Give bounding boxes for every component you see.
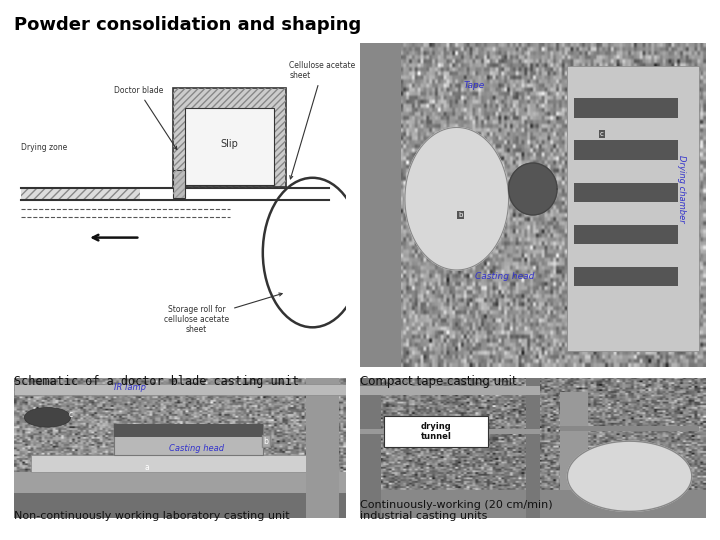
Text: Storage roll for
cellulose acetate
sheet: Storage roll for cellulose acetate sheet [164, 293, 282, 334]
Text: IR lamp: IR lamp [114, 383, 146, 393]
Text: Schematic of a doctor blade casting unit: Schematic of a doctor blade casting unit [14, 375, 300, 388]
Text: c: c [68, 410, 73, 419]
Text: Doctor blade: Doctor blade [114, 86, 177, 150]
Bar [14, 472, 346, 493]
Text: Slip: Slip [221, 139, 238, 149]
Bar [360, 43, 402, 367]
Bar [575, 225, 678, 244]
Bar [560, 426, 698, 431]
Circle shape [24, 408, 71, 427]
Text: Continuously-working (20 cm/min)
industrial casting units: Continuously-working (20 cm/min) industr… [360, 500, 553, 521]
Bar [360, 490, 706, 518]
Text: Casting head: Casting head [475, 272, 535, 281]
Bar [14, 383, 346, 395]
Bar [114, 424, 263, 455]
Bar [114, 424, 263, 437]
Bar [185, 108, 274, 185]
FancyBboxPatch shape [384, 416, 488, 447]
Polygon shape [405, 127, 508, 270]
Bar [174, 88, 286, 188]
Polygon shape [508, 163, 557, 215]
Text: Drying zone: Drying zone [21, 144, 67, 152]
Bar [526, 378, 540, 518]
Text: Tape: Tape [464, 81, 485, 90]
Text: c: c [600, 131, 604, 137]
Text: b: b [458, 212, 462, 218]
Bar [575, 183, 678, 202]
Bar [360, 387, 540, 395]
Text: b: b [264, 437, 269, 445]
Bar [567, 66, 698, 351]
Bar [31, 455, 329, 472]
Text: a: a [145, 463, 149, 472]
Text: Drying chamber: Drying chamber [677, 155, 686, 223]
Text: Powder consolidation and shaping: Powder consolidation and shaping [14, 16, 361, 34]
Text: drying
tunnel: drying tunnel [420, 422, 451, 441]
Bar [360, 429, 540, 434]
Text: Casting head: Casting head [169, 444, 224, 453]
Bar [575, 267, 678, 286]
Bar [360, 378, 381, 518]
Bar [174, 170, 185, 198]
Bar [306, 378, 339, 518]
Polygon shape [567, 441, 692, 511]
Bar [560, 392, 588, 490]
Text: Cellulose acetate
sheet: Cellulose acetate sheet [289, 60, 356, 179]
Bar [575, 140, 678, 160]
Bar [21, 188, 140, 200]
Bar [174, 88, 286, 188]
Bar [174, 170, 185, 198]
Text: Compact tape casting unit: Compact tape casting unit [360, 375, 517, 388]
Bar [14, 493, 346, 518]
Bar [575, 98, 678, 118]
Text: Non-continuously working laboratory casting unit: Non-continuously working laboratory cast… [14, 511, 290, 521]
